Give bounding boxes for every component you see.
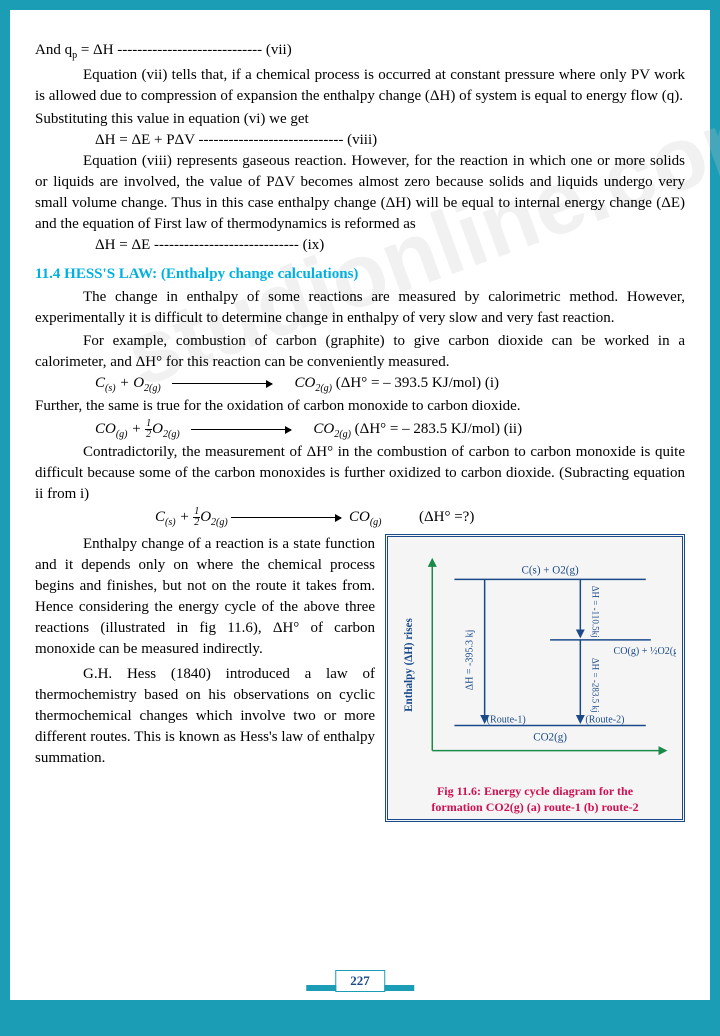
diagram-svg: Enthalpy (ΔH) rises C(s) + O2(g) CO(g) +… (394, 545, 676, 775)
arrow-icon (231, 517, 341, 518)
para-hess-3: Further, the same is true for the oxidat… (35, 396, 685, 417)
para-hess-2: For example, combustion of carbon (graph… (35, 331, 685, 373)
svg-text:Enthalpy (ΔH) rises: Enthalpy (ΔH) rises (403, 618, 415, 712)
para-and-eq7: And qp = ΔH ----------------------------… (35, 40, 685, 63)
equation-ix: ΔH = ΔE ----------------------------- (i… (95, 237, 685, 254)
reaction-iii: C(s) + 12O2(g) CO(g) (ΔH° =?) (155, 507, 685, 528)
page-number: 227 (335, 970, 385, 992)
svg-text:CO2(g): CO2(g) (533, 732, 567, 744)
reaction-ii: CO(g) + 12O2(g) CO2(g) (ΔH° = – 283.5 KJ… (95, 419, 685, 440)
para-hess-1: The change in enthalpy of some reactions… (35, 287, 685, 329)
diagram-caption: Fig 11.6: Energy cycle diagram for thefo… (394, 784, 676, 815)
svg-text:ΔH = -110.5kj: ΔH = -110.5kj (590, 586, 600, 638)
para-state-fn: Enthalpy change of a reaction is a state… (35, 534, 375, 660)
para-eq8-desc: Equation (viii) represents gaseous react… (35, 151, 685, 235)
section-title-hess-law: 11.4 HESS'S LAW: (Enthalpy change calcul… (35, 266, 685, 283)
arrow-icon (172, 383, 272, 384)
para-hess-4: Contradictorily, the measurement of ΔH° … (35, 442, 685, 505)
svg-text:(Route-2): (Route-2) (585, 714, 624, 725)
energy-cycle-diagram: Enthalpy (ΔH) rises C(s) + O2(g) CO(g) +… (385, 534, 685, 822)
para-subst: Substituting this value in equation (vi)… (35, 109, 685, 130)
svg-text:ΔH = -283.5 kj: ΔH = -283.5 kj (590, 658, 600, 713)
svg-text:C(s) + O2(g): C(s) + O2(g) (521, 564, 579, 576)
svg-text:ΔH = -395.3 kj: ΔH = -395.3 kj (465, 630, 476, 691)
reaction-i: C(s) + O2(g) CO2(g) (ΔH° = – 393.5 KJ/mo… (95, 375, 685, 394)
equation-viii: ΔH = ΔE + PΔV --------------------------… (95, 132, 685, 149)
svg-text:CO(g) + ½O2(g): CO(g) + ½O2(g) (614, 646, 676, 657)
para-gh-hess: G.H. Hess (1840) introduced a law of the… (35, 664, 375, 769)
arrow-icon (191, 429, 291, 430)
para-eq7-desc: Equation (vii) tells that, if a chemical… (35, 65, 685, 107)
svg-text:(Route-1): (Route-1) (487, 714, 526, 725)
